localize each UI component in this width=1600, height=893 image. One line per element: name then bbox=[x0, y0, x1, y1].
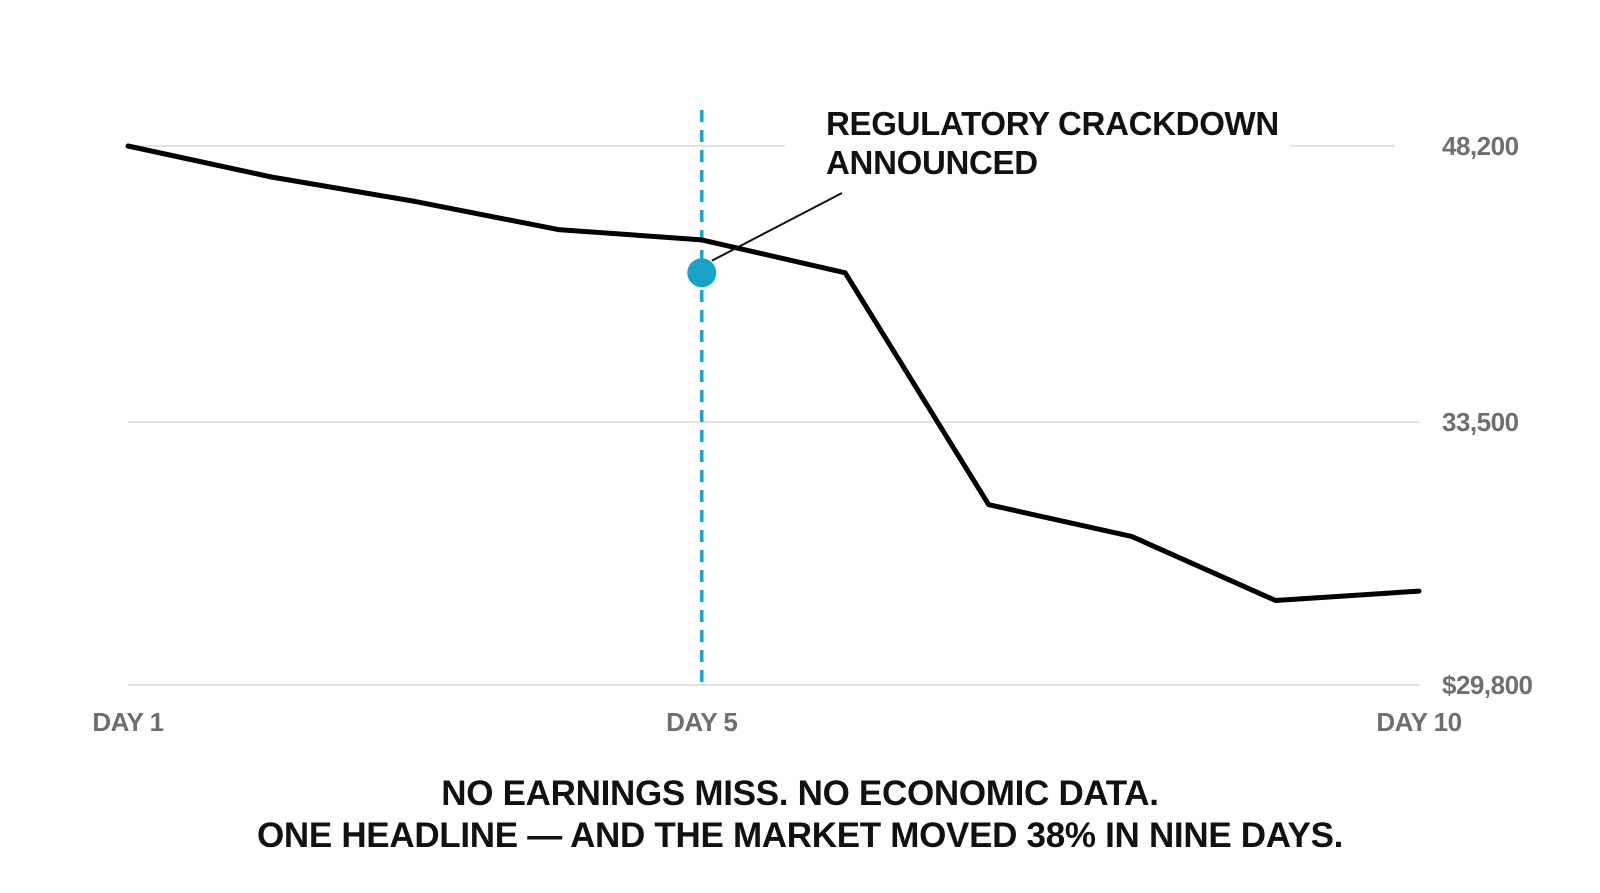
y-tick-label: $29,800 bbox=[1442, 670, 1533, 700]
event-annotation: REGULATORY CRACKDOWN ANNOUNCED bbox=[711, 105, 1279, 262]
y-axis-ticks: 48,200 33,500 $29,800 bbox=[1442, 131, 1533, 700]
gridlines bbox=[128, 145, 1420, 686]
x-tick-label: DAY 10 bbox=[1376, 707, 1461, 737]
x-tick-label: DAY 5 bbox=[666, 707, 737, 737]
annotation-leader-line bbox=[711, 192, 843, 262]
y-tick-label: 48,200 bbox=[1442, 131, 1519, 161]
series-line bbox=[125, 143, 1422, 603]
annotation-line-1: REGULATORY CRACKDOWN bbox=[826, 105, 1279, 142]
caption-line-1: NO EARNINGS MISS. NO ECONOMIC DATA. bbox=[441, 774, 1159, 813]
event-marker bbox=[687, 258, 717, 288]
annotation-line-2: ANNOUNCED bbox=[826, 144, 1038, 181]
caption-line-2: ONE HEADLINE — AND THE MARKET MOVED 38% … bbox=[256, 816, 1344, 855]
x-axis-ticks: DAY 1 DAY 5 DAY 10 bbox=[92, 707, 1462, 737]
series-layer bbox=[125, 143, 1422, 603]
x-tick-label: DAY 1 bbox=[92, 707, 163, 737]
y-tick-label: 33,500 bbox=[1442, 407, 1519, 437]
event-marker-layer bbox=[687, 258, 717, 288]
